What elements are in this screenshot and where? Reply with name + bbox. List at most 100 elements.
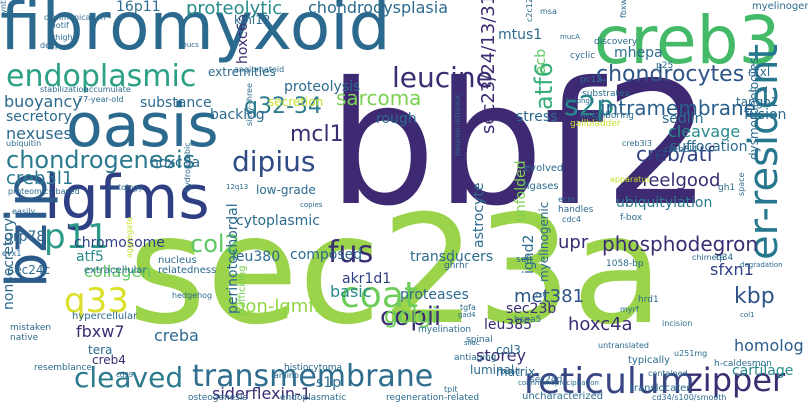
word-copies: copies (300, 201, 323, 209)
word-gh1: gh1 (718, 183, 736, 193)
word-16p11: 16p11 (116, 0, 161, 15)
word-mhepa: mhepa (614, 45, 663, 61)
word-u251mg: u251mg (674, 349, 708, 358)
word-atf5: atf5 (76, 249, 104, 265)
word-proteases: proteases (400, 287, 469, 303)
word-histiocytoma: histiocytoma (284, 363, 343, 373)
word-amino: amino (274, 371, 299, 380)
word-stabilization: stabilization (40, 85, 89, 94)
word-mcl1: mcl1 (290, 122, 344, 147)
word-substrates: substrates (582, 89, 630, 99)
word-belongs: belongs (566, 97, 594, 105)
word-astrocyte: astrocyte (471, 182, 487, 248)
word-cd34-s100-smooth: cd34/s100/smooth (652, 393, 727, 402)
word-neuron-intrinsic: neuron-intrinsic (453, 93, 462, 156)
word-thigh: thigh (52, 33, 73, 42)
word-tango1: tango1 (736, 95, 779, 109)
word-proteomics-based: proteomics-based (8, 187, 80, 196)
word-akr1d1: akr1d1 (342, 271, 392, 287)
word-chondrogenesis: chondrogenesis (6, 146, 196, 174)
word-dipius: dipius (232, 145, 316, 178)
word-met381: met381 (514, 286, 585, 307)
word-native: native (10, 333, 39, 343)
word-degradation: degradation (740, 261, 783, 269)
word-tgfa: tgfa (460, 303, 476, 312)
word-apparatus: apparatus (610, 175, 651, 184)
word-regeneration-related: regeneration-related (386, 393, 480, 403)
word-77-year-old: 77-year-old (78, 95, 124, 104)
word-neighboring: neighboring (580, 111, 634, 121)
word-h-caldesmon: h-caldesmon (714, 359, 772, 369)
word-hoxc4a: hoxc4a (568, 314, 633, 335)
word-leu385: leu385 (484, 317, 533, 333)
word-chimera: chimera (692, 253, 725, 262)
word-transmembrane: transmembrane (192, 359, 434, 394)
word-sarcoma: sarcoma (336, 86, 422, 110)
word-s1p: s1p (316, 375, 342, 391)
word-rxxl: rxxl (748, 65, 771, 79)
word-acb: acb (533, 48, 549, 74)
word-creb3l1: creb3l1 (6, 168, 74, 189)
word-gad4: gad4 (458, 311, 476, 319)
word-hydrophobic: hydrophobic (183, 142, 192, 192)
word-cytoplasmic: cytoplasmic (236, 213, 320, 229)
word-transducers: transducers (410, 249, 494, 265)
word-fibromyxoid: fibromyxoid (0, 0, 391, 65)
word-evolved: evolved (524, 163, 564, 174)
word-endoplasmatic: endoplasmatic (280, 393, 347, 403)
word-hoxc8a: hoxc8a (150, 155, 201, 171)
word-secretory: secretory (6, 109, 72, 125)
word-phosphodegron: phosphodegron (602, 232, 759, 256)
word-q34: q34 (716, 253, 734, 263)
word-sec23b: sec23b (506, 301, 557, 317)
word-col1: col1 (740, 311, 755, 319)
word-hypercellular: hypercellular (72, 311, 138, 322)
word-mtus1: mtus1 (498, 27, 543, 43)
word-typically: typically (628, 355, 671, 366)
word-cleaved: cleaved (74, 361, 184, 394)
word-msa: msa (540, 7, 557, 16)
word-translocates: translocates (630, 383, 692, 394)
word-aggregate: aggregate (125, 216, 134, 258)
word-s2p: s2p (564, 89, 615, 122)
word-sec23a: sec23a (128, 184, 664, 358)
word-ligases: ligases (524, 181, 559, 192)
word-homolog: homolog (734, 336, 804, 355)
word-nexuses: nexuses (6, 124, 72, 143)
word-golgi: golgi (384, 304, 438, 329)
word-sec23-24-13-31: sec23/24/13/31 (478, 0, 499, 134)
word-myelination: myelination (418, 325, 472, 335)
word-fusion: fusion (744, 107, 787, 123)
word-suffocation: suffocation (670, 139, 748, 155)
word-rough: rough (376, 111, 417, 127)
word-hrd1: hrd1 (638, 295, 659, 305)
word-leu380: leu380 (232, 249, 281, 265)
word-cord: cord (750, 85, 768, 94)
word-angiomatoid: angiomatoid (234, 65, 285, 74)
word-cartilage: cartilage (732, 363, 794, 379)
word-space: space (737, 172, 746, 196)
word-nucleus: nucleus (158, 255, 197, 266)
word-muca: mucA (560, 33, 580, 41)
word-resemblance: resemblance (34, 363, 92, 373)
word-creb4: creb4 (92, 353, 126, 367)
word-myelinogenesis: myelinogenesis (752, 1, 808, 12)
word-creba: creba (154, 326, 199, 345)
word-ecm: ecm (558, 195, 576, 204)
word-f-box: f-box (620, 213, 643, 223)
word-synthesis: synthesis (0, 0, 8, 18)
word-spinal: spinal (466, 335, 493, 345)
word-sedlin: sedlin (662, 111, 704, 127)
word-extracellular: extracellular (84, 265, 147, 276)
word-siderflexin-1: siderflexin-1 (212, 384, 312, 403)
word-chondrodysplasia: chondrodysplasia (308, 0, 448, 17)
word-reticulum: reticulum (524, 361, 695, 402)
word-trafficking: trafficking (237, 265, 248, 316)
word-incision: incision (662, 319, 693, 328)
word-buoyancy: buoyancy (4, 92, 82, 111)
word-feelgood: feelgood (642, 170, 721, 191)
word-untranslated: untranslated (598, 341, 649, 350)
word-ghrhr: ghrhr (444, 261, 469, 271)
word-uncharacterized: uncharacterized (522, 391, 604, 402)
